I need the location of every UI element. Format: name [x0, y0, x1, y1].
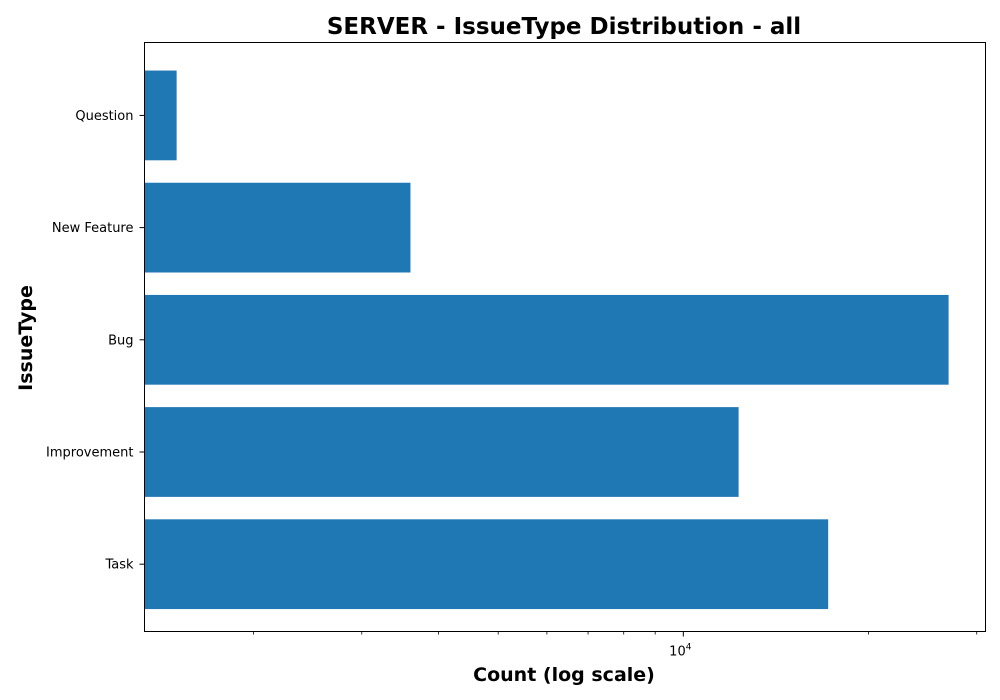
y-axis-label: IssueType	[15, 285, 37, 391]
bar-question	[144, 70, 177, 161]
plot-frame	[144, 42, 986, 632]
bars-layer	[144, 70, 949, 610]
y-tick-label-question: Question	[75, 109, 133, 124]
y-tick-label-improvement: Improvement	[46, 446, 133, 461]
y-tick-label-bug: Bug	[108, 333, 133, 348]
bar-new-feature	[144, 182, 411, 273]
chart-title: SERVER - IssueType Distribution - all	[327, 14, 801, 40]
x-tick-label: 104	[669, 643, 692, 660]
x-axis-label: Count (log scale)	[473, 664, 655, 686]
x-axis-ticks: 104	[253, 631, 978, 660]
bar-bug	[144, 294, 949, 385]
y-axis-ticks: Question New Feature Bug Improvement Task	[46, 109, 145, 573]
bar-improvement	[144, 407, 739, 497]
y-tick-label-task: Task	[104, 558, 134, 573]
y-tick-label-new-feature: New Feature	[52, 221, 134, 236]
bar-task	[144, 519, 829, 610]
